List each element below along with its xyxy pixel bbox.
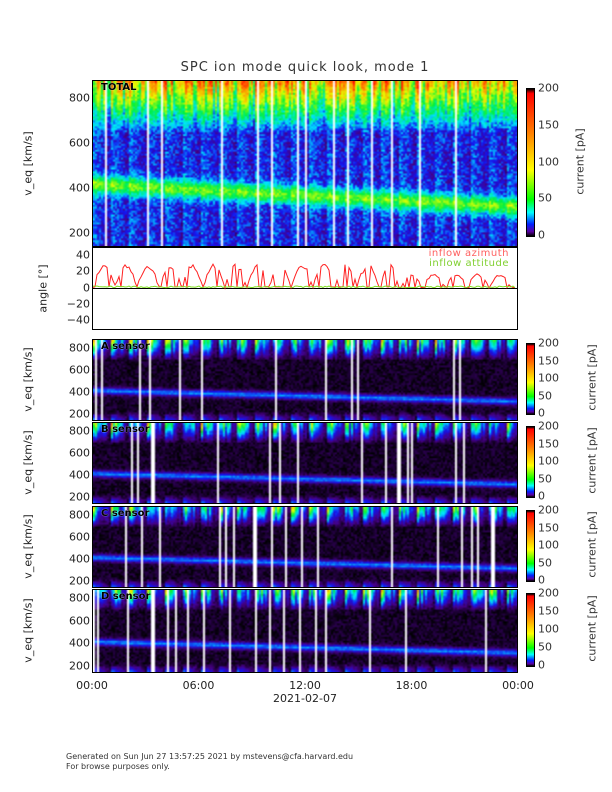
colorbar-tick: 200: [538, 419, 559, 433]
colorbar-tick: 0: [538, 658, 545, 672]
spectrogram-panel-a: A sensor: [92, 339, 518, 421]
colorbar: [526, 343, 535, 415]
y-tick-label: 200: [69, 490, 90, 504]
footer-note: For browse purposes only.: [66, 762, 170, 771]
legend-azimuth: inflow azimuth: [428, 248, 509, 259]
panel-label: D sensor: [101, 591, 151, 602]
y-tick-label: 400: [69, 468, 90, 482]
y-tick-label: 200: [69, 226, 90, 240]
footer-generated: Generated on Sun Jun 27 13:57:25 2021 by…: [66, 752, 354, 761]
x-tick-label: 12:00: [289, 679, 321, 692]
spectrogram-image: [93, 340, 517, 420]
attitude-series: [93, 285, 516, 289]
colorbar-tick: 150: [538, 354, 559, 367]
y-tick-label: 400: [69, 552, 90, 566]
colorbar-label: current [pA]: [585, 427, 599, 494]
y-tick-label: 600: [69, 614, 90, 628]
y-tick-label: 200: [69, 407, 90, 421]
colorbar-tick: 150: [538, 118, 559, 132]
angle-tick-label: −20: [66, 297, 90, 311]
y-tick-label: 400: [69, 181, 90, 195]
colorbar-tick: 150: [538, 521, 559, 534]
x-tick-label: 00:00: [76, 679, 108, 692]
panel-label: B sensor: [101, 424, 150, 435]
y-tick-label: 400: [69, 385, 90, 399]
colorbar-tick: 0: [538, 406, 545, 420]
colorbar-label: current [pA]: [585, 595, 599, 662]
angle-tick-label: −40: [66, 313, 90, 327]
y-tick-label: 600: [69, 136, 90, 150]
y-tick-label: 200: [69, 659, 90, 673]
colorbar-tick: 100: [538, 538, 559, 552]
y-tick-label: 800: [69, 508, 90, 522]
colorbar-tick: 50: [538, 191, 552, 205]
spectrogram-image: [93, 590, 517, 672]
colorbar: [526, 510, 535, 582]
x-tick-label: 00:00: [502, 679, 534, 692]
colorbar-tick: 200: [538, 503, 559, 517]
spectrogram-image: [93, 81, 517, 246]
angle-tick-label: 0: [83, 281, 90, 294]
y-tick-label: 400: [69, 636, 90, 650]
y-axis-label: v_eq [km/s]: [21, 430, 35, 495]
spectrogram-panel-d: D sensor: [92, 589, 518, 673]
y-axis-label: v_eq [km/s]: [21, 598, 35, 663]
colorbar-tick: 50: [538, 472, 552, 485]
y-tick-label: 600: [69, 363, 90, 377]
colorbar: [526, 426, 535, 498]
x-axis-label: 2021-02-07: [273, 692, 337, 705]
angle-ylabel: angle [°]: [36, 264, 50, 313]
y-tick-label: 600: [69, 530, 90, 544]
colorbar-tick: 100: [538, 622, 559, 636]
colorbar-label: current [pA]: [573, 127, 587, 195]
y-axis-label: v_eq [km/s]: [21, 130, 35, 196]
colorbar-tick: 0: [538, 228, 545, 242]
y-tick-label: 600: [69, 446, 90, 460]
colorbar-tick: 200: [538, 81, 559, 95]
y-tick-label: 200: [69, 574, 90, 588]
spectrogram-panel-total: TOTAL: [92, 80, 518, 247]
colorbar-tick: 200: [538, 336, 559, 350]
y-tick-label: 800: [69, 591, 90, 605]
panel-label: TOTAL: [101, 82, 137, 93]
colorbar: [526, 593, 535, 667]
legend-attitude: inflow attitude: [429, 258, 509, 269]
azimuth-series: [93, 263, 515, 291]
x-tick-label: 06:00: [182, 679, 215, 692]
y-tick-label: 800: [69, 91, 90, 105]
colorbar-tick: 50: [538, 556, 552, 569]
spectrogram-image: [93, 507, 517, 587]
spectrogram-panel-b: B sensor: [92, 422, 518, 504]
angle-plot: [93, 263, 517, 291]
colorbar-tick: 150: [538, 604, 559, 618]
x-tick-label: 18:00: [395, 679, 428, 692]
y-axis-label: v_eq [km/s]: [21, 514, 35, 579]
spectrogram-image: [93, 423, 517, 503]
colorbar-tick: 100: [538, 155, 559, 168]
colorbar-tick: 100: [538, 454, 559, 468]
spectrogram-panel-c: C sensor: [92, 506, 518, 588]
colorbar-tick: 100: [538, 371, 559, 385]
y-axis-label: v_eq [km/s]: [21, 347, 35, 412]
colorbar-tick: 0: [538, 573, 545, 587]
colorbar-tick: 200: [538, 586, 559, 600]
panel-label: A sensor: [101, 341, 150, 352]
angle-panel: inflow azimuth inflow attitude: [92, 247, 518, 330]
angle-tick-label: 40: [76, 248, 90, 262]
figure-title: SPC ion mode quick look, mode 1: [180, 60, 430, 75]
colorbar-tick: 50: [538, 389, 552, 402]
y-tick-label: 800: [69, 424, 90, 438]
y-tick-label: 800: [69, 341, 90, 355]
colorbar-tick: 150: [538, 437, 559, 450]
colorbar-tick: 0: [538, 489, 545, 503]
colorbar-label: current [pA]: [585, 344, 599, 411]
panel-label: C sensor: [101, 508, 150, 519]
colorbar: [526, 88, 535, 237]
angle-tick-label: 20: [76, 264, 90, 278]
colorbar-tick: 50: [538, 640, 552, 654]
colorbar-label: current [pA]: [585, 511, 599, 578]
